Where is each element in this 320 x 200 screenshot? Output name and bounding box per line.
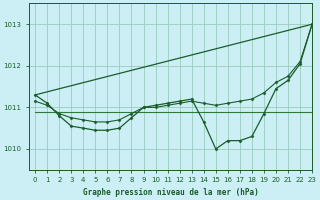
X-axis label: Graphe pression niveau de la mer (hPa): Graphe pression niveau de la mer (hPa) [83, 188, 259, 197]
